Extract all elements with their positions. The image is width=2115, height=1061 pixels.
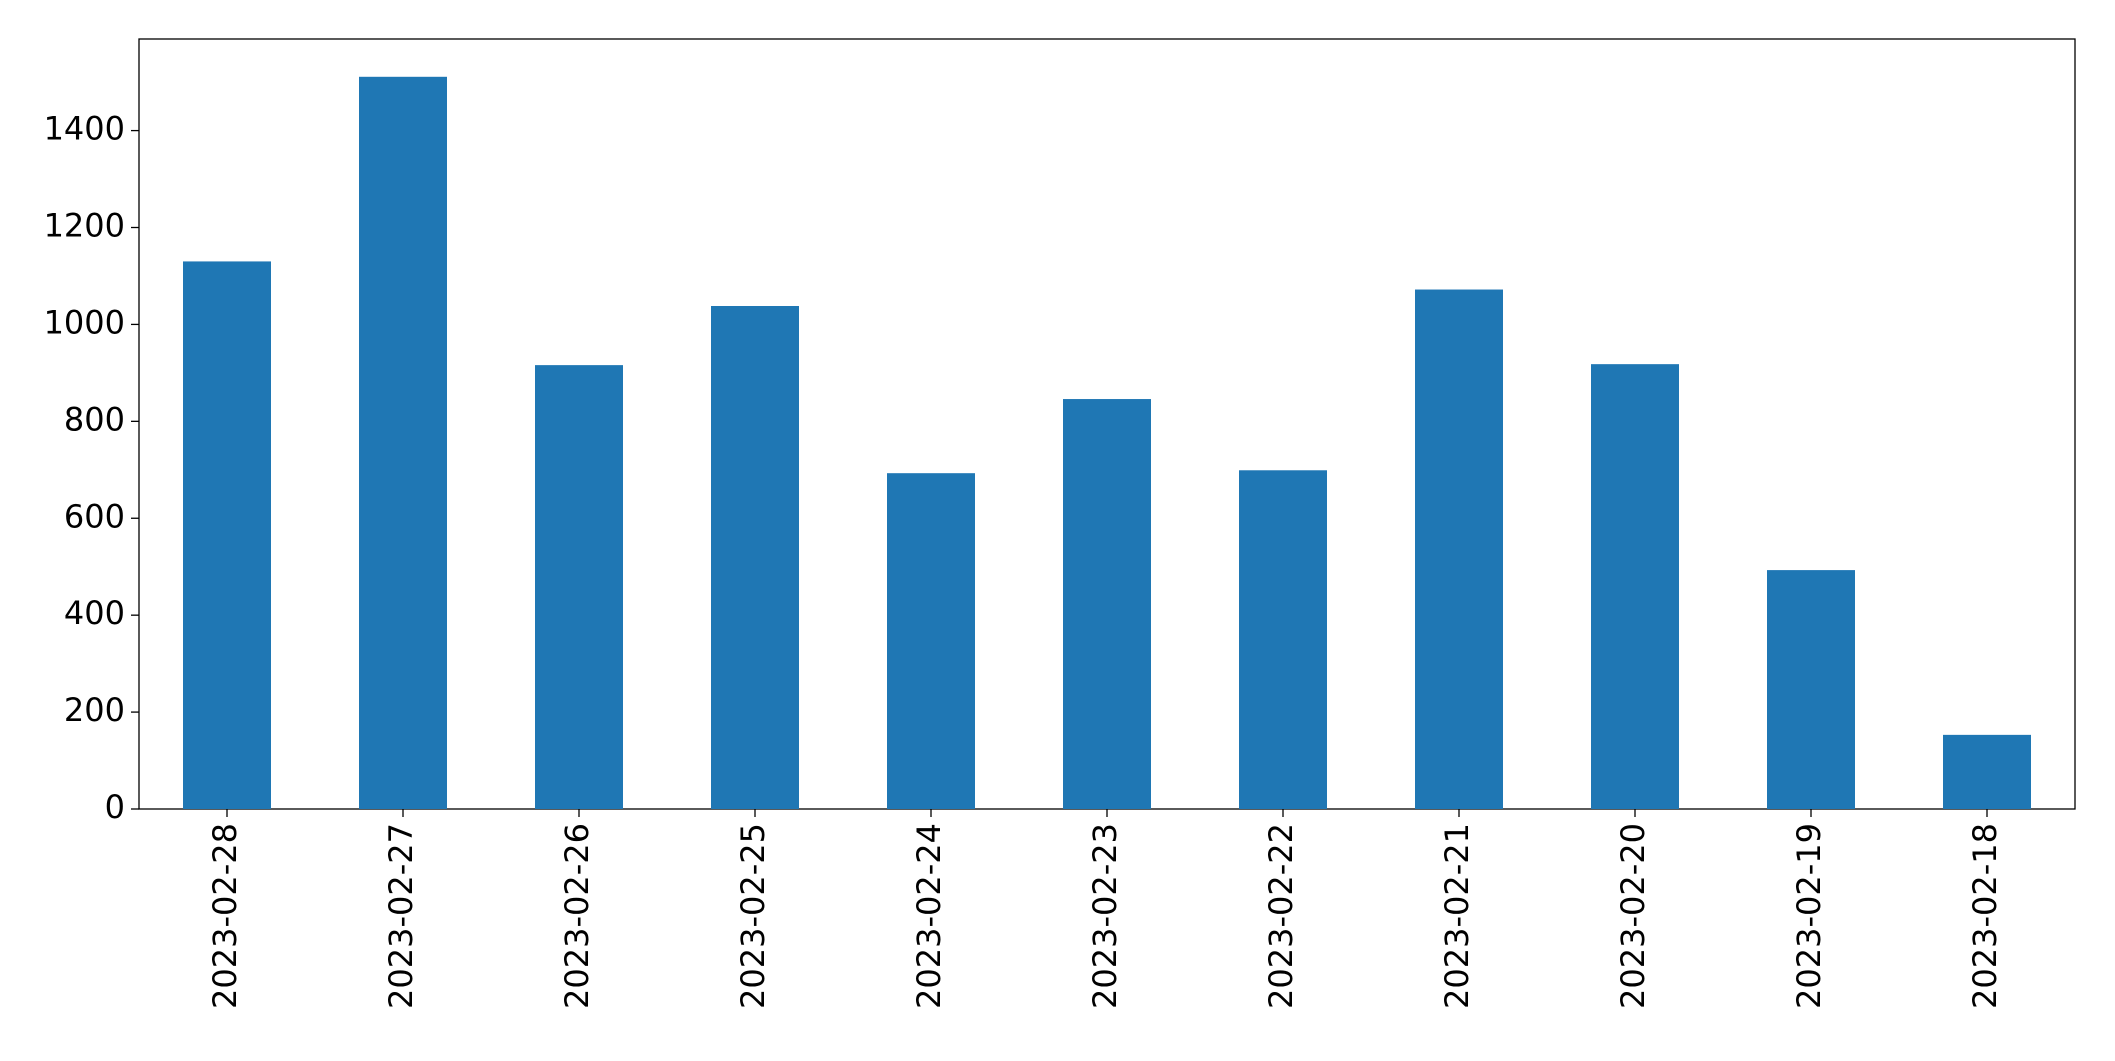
bar: [1063, 399, 1151, 809]
bar: [1239, 470, 1327, 809]
y-tick-label: 800: [64, 400, 125, 438]
x-tick-label: 2023-02-20: [1614, 823, 1652, 1009]
x-tick-label: 2023-02-26: [558, 823, 596, 1009]
y-tick-label: 1000: [44, 303, 125, 341]
y-tick-label: 400: [64, 594, 125, 632]
x-tick-label: 2023-02-24: [910, 823, 948, 1009]
y-tick-label: 0: [105, 788, 125, 826]
bar: [1767, 570, 1855, 809]
y-tick-label: 600: [64, 497, 125, 535]
bar: [359, 76, 447, 809]
bar: [711, 306, 799, 809]
x-tick-label: 2023-02-28: [206, 823, 244, 1009]
y-tick-label: 1200: [44, 207, 125, 245]
bar: [535, 365, 623, 809]
y-tick-label: 1400: [44, 110, 125, 148]
x-tick-label: 2023-02-19: [1790, 823, 1828, 1009]
bar: [887, 473, 975, 809]
x-tick-label: 2023-02-27: [382, 823, 420, 1009]
bar: [183, 261, 271, 809]
x-tick-label: 2023-02-25: [734, 823, 772, 1009]
x-tick-label: 2023-02-21: [1438, 823, 1476, 1009]
bar: [1943, 734, 2031, 809]
bar: [1415, 289, 1503, 809]
x-tick-label: 2023-02-23: [1086, 823, 1124, 1009]
x-tick-label: 2023-02-22: [1262, 823, 1300, 1009]
x-tick-label: 2023-02-18: [1966, 823, 2004, 1009]
bar: [1591, 364, 1679, 809]
y-tick-label: 200: [64, 691, 125, 729]
